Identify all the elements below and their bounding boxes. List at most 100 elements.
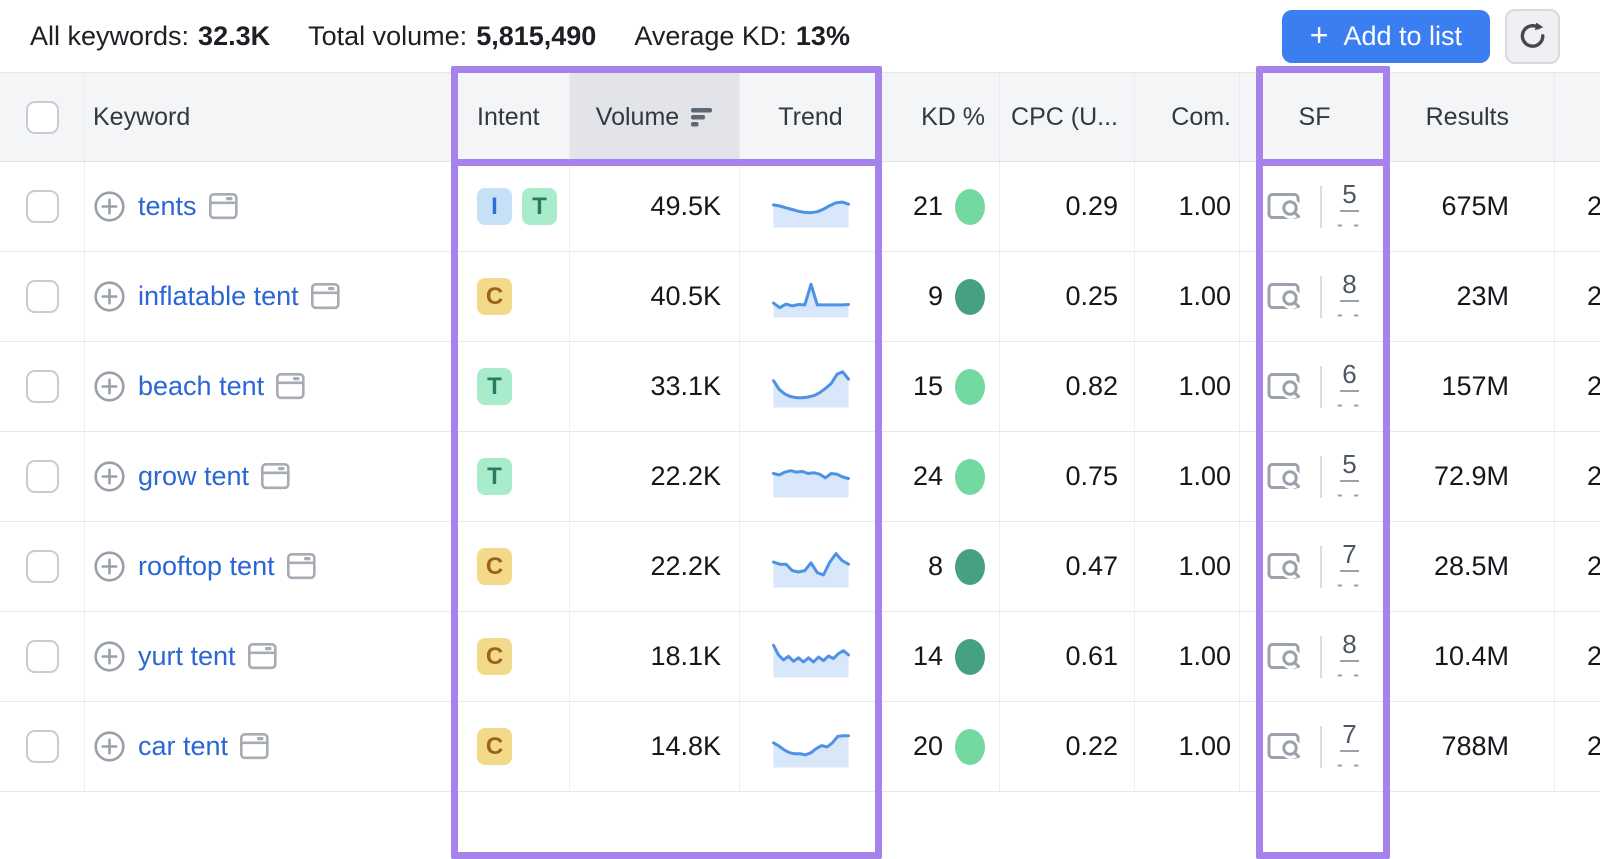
row-checkbox[interactable]: [25, 190, 59, 223]
sf-stack: 5 - -: [1337, 451, 1362, 503]
keyword-cell: car tent: [85, 702, 455, 791]
keyword-cell: tents: [85, 162, 455, 251]
serp-features-icon[interactable]: [1267, 461, 1305, 492]
com-cell: 1.00: [1135, 252, 1240, 341]
serp-features-icon[interactable]: [1267, 641, 1305, 672]
volume-value: 22.2K: [650, 461, 721, 491]
column-header-clipped: [1555, 73, 1600, 161]
keyword-link[interactable]: yurt tent: [138, 641, 236, 671]
column-header-sf[interactable]: SF: [1240, 73, 1390, 161]
row-checkbox[interactable]: [25, 280, 59, 313]
column-header-intent[interactable]: Intent: [455, 73, 570, 161]
results-cell: 23M: [1390, 252, 1555, 341]
results-cell: 28.5M: [1390, 522, 1555, 611]
add-to-list-button[interactable]: + Add to list: [1281, 9, 1490, 63]
column-header-results[interactable]: Results: [1390, 73, 1555, 161]
kd-cell: 21: [882, 162, 1000, 251]
serp-preview-icon[interactable]: [276, 373, 306, 400]
column-header-trend[interactable]: Trend: [740, 73, 882, 161]
keyword-link[interactable]: grow tent: [138, 461, 250, 491]
com-value: 1.00: [1178, 641, 1231, 671]
add-keyword-icon[interactable]: [93, 370, 126, 403]
intent-cell: C: [455, 702, 570, 791]
keyword-link[interactable]: tents: [138, 191, 197, 221]
sf-count[interactable]: 7: [1340, 721, 1359, 752]
keyword-link[interactable]: inflatable tent: [138, 281, 299, 311]
column-header-com[interactable]: Com.: [1135, 73, 1240, 161]
sf-count[interactable]: 5: [1340, 181, 1359, 212]
header-label: CPC (U...: [1011, 102, 1118, 131]
stat-all-keywords: All keywords: 32.3K: [30, 21, 270, 52]
row-checkbox[interactable]: [25, 460, 59, 493]
keyword-cell: rooftop tent: [85, 522, 455, 611]
select-all-checkbox[interactable]: [25, 100, 59, 134]
row-checkbox[interactable]: [25, 730, 59, 763]
sf-count[interactable]: 6: [1340, 361, 1359, 392]
column-header-volume[interactable]: Volume: [570, 73, 740, 161]
serp-preview-icon[interactable]: [247, 643, 278, 670]
trend-cell: [740, 342, 882, 431]
intent-badges: C: [477, 278, 512, 315]
cpc-value: 0.22: [1065, 731, 1118, 761]
intent-badges: T: [477, 368, 512, 405]
kd-dot: [955, 728, 985, 765]
clipped-edge-cell: 2: [1555, 342, 1600, 431]
intent-badge-c: C: [477, 638, 512, 675]
serp-features-icon[interactable]: [1267, 551, 1305, 582]
column-header-kd[interactable]: KD %: [882, 73, 1000, 161]
sf-divider: [1319, 635, 1322, 678]
volume-value: 49.5K: [650, 191, 721, 221]
trend-cell: [740, 162, 882, 251]
kd-value: 9: [927, 281, 943, 311]
add-keyword-icon[interactable]: [93, 640, 126, 673]
results-value: 23M: [1456, 281, 1509, 311]
sf-stack: 8 - -: [1337, 631, 1362, 683]
keyword-link[interactable]: rooftop tent: [138, 551, 275, 581]
sf-count[interactable]: 5: [1340, 451, 1359, 482]
clipped-edge-value: 2: [1587, 551, 1600, 581]
serp-features-icon[interactable]: [1267, 281, 1305, 312]
sf-cell: 8 - -: [1240, 612, 1390, 701]
header-label: Intent: [477, 102, 540, 131]
kd-value: 20: [912, 731, 943, 761]
trend-cell: [740, 522, 882, 611]
serp-preview-icon[interactable]: [261, 463, 291, 490]
header-label: Volume: [595, 102, 680, 131]
keyword-link[interactable]: beach tent: [138, 371, 265, 401]
row-checkbox[interactable]: [25, 640, 59, 673]
serp-features-icon[interactable]: [1267, 731, 1305, 762]
serp-preview-icon[interactable]: [310, 283, 341, 310]
serp-preview-icon[interactable]: [208, 193, 239, 220]
sf-count[interactable]: 8: [1340, 631, 1359, 662]
serp-preview-icon[interactable]: [286, 553, 317, 580]
sf-stack: 7 - -: [1337, 541, 1362, 593]
sf-count[interactable]: 7: [1340, 541, 1359, 572]
column-header-cpc[interactable]: CPC (U...: [1000, 73, 1135, 161]
add-keyword-icon[interactable]: [93, 550, 126, 583]
trend-cell: [740, 612, 882, 701]
kd-cell: 20: [882, 702, 1000, 791]
column-header-keyword[interactable]: Keyword: [85, 73, 455, 161]
add-keyword-icon[interactable]: [93, 280, 126, 313]
header-label: KD %: [921, 102, 985, 131]
row-checkbox[interactable]: [25, 550, 59, 583]
sf-count[interactable]: 8: [1340, 271, 1359, 302]
keyword-link[interactable]: car tent: [138, 731, 229, 761]
trend-cell: [740, 432, 882, 521]
clipped-edge-value: 2: [1587, 461, 1600, 491]
row-checkbox[interactable]: [25, 370, 59, 403]
cpc-value: 0.29: [1065, 191, 1118, 221]
serp-features-icon[interactable]: [1267, 371, 1305, 402]
sf-cell: 5 - -: [1240, 432, 1390, 521]
serp-preview-icon[interactable]: [240, 733, 270, 760]
add-keyword-icon[interactable]: [93, 190, 126, 223]
volume-cell: 14.8K: [570, 702, 740, 791]
intent-cell: C: [455, 612, 570, 701]
serp-features-icon[interactable]: [1267, 191, 1305, 222]
refresh-button[interactable]: [1505, 8, 1560, 64]
add-keyword-icon[interactable]: [93, 730, 126, 763]
add-keyword-icon[interactable]: [93, 460, 126, 493]
results-value: 10.4M: [1433, 641, 1509, 671]
table-header: Keyword Intent Volume Trend KD % CPC (U.…: [0, 72, 1600, 162]
